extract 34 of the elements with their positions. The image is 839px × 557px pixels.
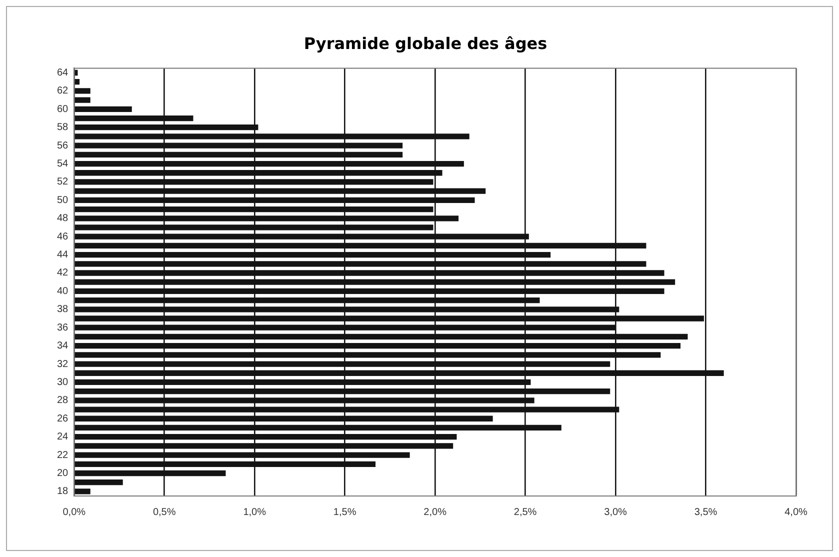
- y-tick-label: 24: [57, 432, 69, 443]
- y-tick-label: 50: [57, 194, 69, 206]
- y-tick-label: 42: [57, 268, 69, 279]
- x-tick-label: 3,5%: [694, 506, 718, 518]
- x-tick-label: 1,5%: [333, 506, 356, 518]
- y-tick-label: 40: [57, 286, 69, 297]
- y-tick-label: 64: [57, 68, 69, 78]
- x-tick-label: 4,0%: [784, 506, 808, 518]
- x-tick-label: 3,0%: [604, 506, 628, 518]
- x-tick-label: 1,0%: [243, 506, 266, 518]
- y-tick-label: 38: [57, 304, 69, 316]
- x-tick-label: 0,5%: [152, 506, 176, 518]
- y-tick-label: 26: [57, 413, 69, 424]
- x-tick-label: 0,0%: [62, 506, 86, 518]
- y-tick-label: 18: [57, 486, 69, 498]
- x-tick-label: 2,5%: [514, 506, 537, 518]
- y-tick-label: 60: [57, 104, 69, 115]
- y-tick-label: 36: [57, 322, 69, 334]
- y-tick-label: 44: [57, 250, 69, 261]
- y-tick-label: 34: [57, 340, 69, 352]
- y-tick-label: 28: [57, 395, 69, 406]
- y-tick-label: 46: [57, 231, 69, 242]
- y-tick-label: 30: [57, 376, 69, 388]
- y-tick-label: 56: [57, 140, 69, 152]
- y-tick-label: 62: [57, 86, 69, 97]
- y-tick-label: 22: [57, 450, 69, 461]
- y-tick-label: 20: [57, 468, 69, 479]
- y-tick-label: 48: [57, 213, 69, 224]
- chart-title: Pyramide globale des âges: [304, 34, 548, 53]
- x-tick-label: 2,0%: [424, 506, 447, 518]
- y-tick-label: 54: [57, 158, 69, 170]
- y-tick-label: 32: [57, 358, 69, 370]
- y-tick-label: 58: [57, 122, 69, 134]
- y-tick-label: 52: [57, 176, 69, 188]
